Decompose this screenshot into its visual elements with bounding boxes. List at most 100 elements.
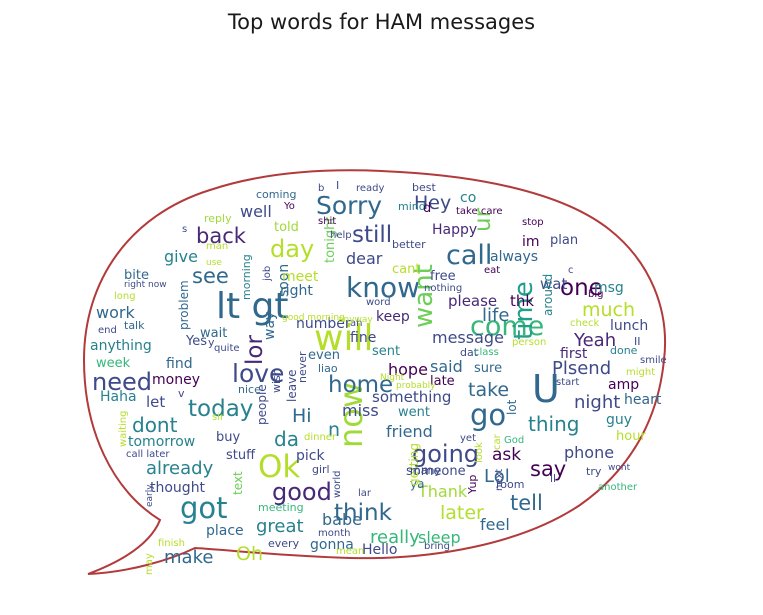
word-morning: morning [240, 254, 253, 300]
word-u: U [532, 367, 560, 411]
word-thk: thk [510, 292, 534, 310]
word-night: Night [380, 373, 405, 383]
word-today: today [188, 396, 253, 422]
word-big: big [588, 289, 603, 300]
word-now: now [332, 382, 370, 448]
word-told: told [274, 220, 299, 235]
word-ask: ask [492, 445, 521, 465]
word-take: take [468, 379, 509, 401]
word-month: month [318, 528, 350, 539]
word-happy: Happy [432, 222, 477, 238]
word-ll: ll [550, 472, 556, 485]
word-hour: hour [616, 429, 646, 444]
word-buy: buy [216, 430, 240, 445]
word-sent: sent [372, 344, 400, 359]
word-bring: bring [424, 541, 450, 552]
word-wish: wish [270, 368, 283, 393]
word-ya: ya [410, 477, 424, 491]
word-thank: Thank [417, 482, 468, 501]
word-class: class [474, 347, 499, 358]
word-find: find [166, 356, 193, 372]
word-love: love [232, 359, 284, 388]
word-around: around [541, 274, 555, 316]
word-people: people [255, 384, 269, 425]
word-s: s [182, 224, 187, 235]
word-eat: eat [484, 265, 500, 276]
word-anything: anything [90, 338, 152, 354]
word-ok: Ok [258, 449, 300, 485]
word-n: n [328, 419, 340, 441]
word-ah: ah [350, 318, 362, 329]
word-free: free [430, 269, 456, 284]
word-many: many [410, 464, 441, 477]
word-person: person [512, 337, 546, 348]
word-thought: thought [150, 480, 206, 496]
word-liao: liao [318, 362, 338, 375]
word-sure: sure [474, 361, 502, 376]
word-take-care: take care [456, 206, 502, 217]
word-right: right [280, 283, 313, 299]
word-lar: lar [358, 488, 372, 499]
word-da: da [274, 427, 299, 451]
word-nice: nice [238, 383, 261, 396]
word-might: might [626, 367, 655, 378]
word-may: may [144, 553, 155, 575]
word-see: see [192, 264, 229, 288]
word-plan: plan [550, 233, 578, 248]
word-long: long [114, 291, 136, 302]
word-never: never [296, 351, 309, 383]
word-work: work [96, 303, 135, 322]
word-later: later [440, 502, 484, 524]
word-dat: dat [460, 346, 479, 359]
word-life: life [482, 305, 509, 326]
word-ur: ur [470, 207, 496, 232]
word-haha: Haha [100, 389, 137, 405]
word-wait: wait [200, 326, 227, 341]
word-use: use [206, 258, 222, 268]
word-really: really [370, 527, 420, 548]
word-stop: stop [522, 217, 544, 228]
word-go: go [470, 398, 506, 432]
word-help: help [330, 230, 352, 241]
word-oh: Oh [236, 543, 263, 565]
word-come: come [470, 311, 544, 342]
word-money: money [152, 372, 200, 388]
speech-bubble-outline [82, 169, 666, 575]
word-sorry: Sorry [316, 191, 382, 220]
word-well: well [240, 202, 272, 221]
word-start: start [556, 377, 579, 388]
word-going: going [412, 440, 479, 468]
word-phone: phone [564, 443, 614, 462]
word-check: check [570, 318, 599, 329]
word-want: want [409, 264, 439, 328]
word-i: I [336, 179, 339, 192]
word-hey: Hey [414, 192, 451, 214]
word-sir: sir [212, 412, 225, 423]
word-even: even [308, 348, 340, 363]
word-car: car [492, 433, 503, 450]
word-job: job [262, 266, 273, 282]
word-know: know [346, 271, 420, 304]
word-look: look [474, 442, 485, 463]
word-reply: reply [204, 212, 232, 225]
word-b: b [318, 183, 324, 194]
word-amp: amp [608, 377, 639, 393]
word-ready: ready [356, 183, 385, 194]
word-hello: Hello [362, 542, 398, 558]
word-next: next [494, 469, 505, 491]
word-soon: soon [276, 264, 292, 297]
word-need: need [92, 368, 152, 396]
word-message: message [432, 328, 504, 347]
word-lor: lor [242, 335, 268, 365]
word-feel: feel [480, 515, 510, 534]
word-number: number [296, 316, 351, 332]
word-text: text [231, 471, 245, 495]
word-guy: guy [606, 412, 632, 428]
word-getting: getting [407, 443, 421, 486]
word-day: day [270, 235, 314, 263]
word-coming: coming [256, 188, 297, 201]
word-another: another [598, 482, 638, 493]
word-week: week [96, 356, 131, 371]
word-miss: miss [342, 401, 379, 420]
